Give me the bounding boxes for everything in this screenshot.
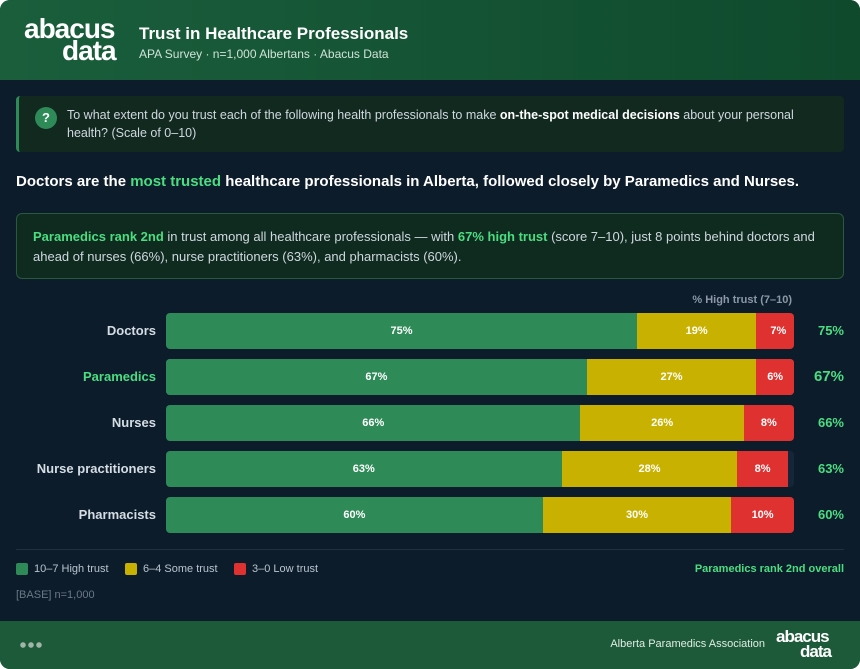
bar-segment: 26% xyxy=(580,405,744,441)
logo-bottom: data xyxy=(800,642,832,661)
bar-segment: 10% xyxy=(731,497,794,533)
logo: abacus data xyxy=(24,13,117,66)
header-title: Trust in Healthcare Professionals xyxy=(139,24,409,43)
row-value: 66% xyxy=(817,415,844,430)
question-box: ? To what extent do you trust each of th… xyxy=(16,96,844,152)
c-part: 67% high trust xyxy=(457,229,548,244)
bar-label: 67% xyxy=(365,371,388,383)
divider xyxy=(16,549,844,550)
bar-label: 6% xyxy=(767,371,784,383)
bar-label: 60% xyxy=(343,509,366,521)
bar-segment: 27% xyxy=(586,359,757,395)
category-label: Doctors xyxy=(106,323,156,338)
bar-label: 63% xyxy=(352,463,375,475)
bar-track: 75% 19% 7% xyxy=(166,313,794,349)
c-part: in trust among all healthcare profession… xyxy=(163,229,458,244)
header: abacus data Trust in Healthcare Professio… xyxy=(0,0,860,80)
bar-track: 67% 27% 6% xyxy=(166,359,794,395)
bar-label: 8% xyxy=(760,417,777,429)
bar-segment: 66% xyxy=(166,405,581,441)
bar-label: 8% xyxy=(754,463,771,475)
legend-note: Paramedics rank 2nd overall xyxy=(694,563,844,575)
question-text: To what extent do you trust each of the … xyxy=(67,106,827,142)
legend-swatch xyxy=(16,563,28,575)
bar-segment: 28% xyxy=(561,451,738,487)
row-value: 75% xyxy=(817,323,844,338)
h-part: most trusted xyxy=(130,173,222,190)
bar-track: 60% 30% 10% xyxy=(166,497,794,533)
category-label: Nurses xyxy=(111,415,156,430)
header-subtitle: APA Survey · n=1,000 Albertans · Abacus … xyxy=(139,47,389,61)
headline: Doctors are the most trusted healthcare … xyxy=(16,173,799,190)
bar-segment: 67% xyxy=(166,359,587,395)
footer-logo: abacus data xyxy=(776,627,832,661)
bar-label: 75% xyxy=(390,325,413,337)
bar-track: 63% 28% 8% xyxy=(166,451,794,487)
logo-top: abacus xyxy=(24,13,115,44)
bar-segment: 30% xyxy=(542,497,732,533)
q-part: To what extent do you trust each of the … xyxy=(67,108,500,122)
q-part: on-the-spot medical decisions xyxy=(499,108,680,122)
c-part: Paramedics rank 2nd xyxy=(33,229,164,244)
bar-label: 28% xyxy=(638,463,661,475)
footer-org: Alberta Paramedics Association xyxy=(610,638,765,650)
q-part: about your personal health? (Scale of 0–… xyxy=(67,108,794,140)
bar-segment: 60% xyxy=(166,497,543,533)
chart: % High trust (7–10) Doctors 75% 19% 7% 75% Pa… xyxy=(0,290,860,540)
h-part: Doctors are the xyxy=(16,173,131,190)
bar-track: 66% 26% 8% xyxy=(166,405,794,441)
legend-label: 3–0 Low trust xyxy=(252,563,319,575)
bar-label: 30% xyxy=(625,509,648,521)
bar-label: 26% xyxy=(651,417,674,429)
bar-segment: 8% xyxy=(743,405,794,441)
bar-label: 19% xyxy=(685,325,708,337)
bar-label: 27% xyxy=(660,371,683,383)
h-part: healthcare professionals in Alberta, fol… xyxy=(221,173,800,190)
callout: Paramedics rank 2nd in trust among all h… xyxy=(16,213,844,279)
bar-segment: 8% xyxy=(737,451,788,487)
legend: 10–7 High trust 6–4 Some trust 3–0 Low tru… xyxy=(16,562,844,578)
legend-swatch xyxy=(125,563,137,575)
bar-label: 7% xyxy=(770,325,787,337)
dots xyxy=(20,642,42,648)
base-note: [BASE] n=1,000 xyxy=(16,589,95,601)
footer: Alberta Paramedics Association abacus dat… xyxy=(0,621,860,669)
bar-segment: 63% xyxy=(166,451,562,487)
bar-segment: 6% xyxy=(756,359,794,395)
category-label: Paramedics xyxy=(83,369,156,384)
logo-top: abacus xyxy=(776,627,830,646)
category-label: Pharmacists xyxy=(78,507,156,522)
row-value: 60% xyxy=(817,507,844,522)
bar-segment: 19% xyxy=(637,313,757,349)
c-part: (score 7–10), just 8 points behind docto… xyxy=(33,229,815,264)
logo-bottom: data xyxy=(62,35,117,66)
category-label: Nurse practitioners xyxy=(36,461,156,476)
legend-label: 6–4 Some trust xyxy=(143,563,218,575)
legend-label: 10–7 High trust xyxy=(34,563,109,575)
bar-segment: 75% xyxy=(166,313,637,349)
row-value: 67% xyxy=(813,368,844,385)
bar-label: 10% xyxy=(751,509,774,521)
bar-label: 66% xyxy=(362,417,385,429)
value-header: % High trust (7–10) xyxy=(692,294,792,306)
bar-segment: 7% xyxy=(756,313,794,349)
legend-swatch xyxy=(234,563,246,575)
row-value: 63% xyxy=(817,461,844,476)
question-icon: ? xyxy=(35,107,57,129)
